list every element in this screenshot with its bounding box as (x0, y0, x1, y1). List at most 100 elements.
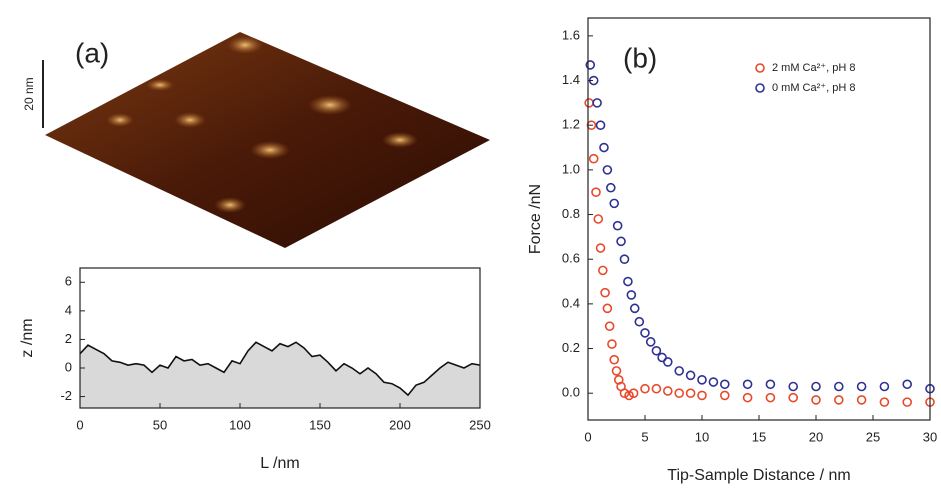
point (879, 381, 890, 392)
point (592, 98, 602, 108)
y-axis-label: z /nm (19, 318, 36, 357)
y-tick-label: 0.4 (562, 295, 580, 310)
point (607, 339, 617, 349)
point (595, 243, 606, 253)
point (719, 379, 730, 390)
point (593, 214, 604, 224)
point (765, 379, 776, 390)
y-tick-label: 2 (65, 331, 72, 346)
x-tick-label: 50 (153, 417, 167, 432)
y-tick-label: 1.0 (562, 161, 580, 176)
point (616, 236, 626, 247)
x-tick-label: 30 (923, 429, 937, 444)
y-tick-label: 0.0 (562, 385, 580, 400)
y-tick-label: 6 (65, 274, 72, 289)
x-tick-label: 0 (76, 417, 83, 432)
y-tick-label: 0.6 (562, 251, 580, 266)
point (612, 220, 623, 231)
point (584, 98, 594, 108)
y-tick-label: 4 (65, 302, 72, 317)
point (609, 354, 620, 365)
legend-marker (755, 63, 765, 73)
point (640, 383, 650, 394)
point (662, 357, 673, 367)
line (79, 341, 481, 397)
panel-label: (b) (623, 42, 657, 73)
x-axis-label: L /nm (260, 455, 299, 472)
x-tick-label: 5 (641, 429, 648, 444)
point (674, 366, 685, 376)
plot-frame (587, 17, 931, 421)
x-tick-label: 200 (389, 417, 411, 432)
x-tick-label: 10 (695, 429, 709, 444)
plot-frame (79, 267, 481, 409)
point (640, 328, 650, 338)
x-tick-label: 100 (229, 417, 251, 432)
point (602, 165, 613, 175)
point (604, 321, 615, 332)
y-tick-label: 1.6 (562, 27, 580, 42)
point (742, 392, 753, 403)
panel-label: (a) (75, 37, 109, 68)
point (879, 397, 890, 407)
y-tick-label: 1.2 (562, 117, 580, 132)
point (651, 345, 662, 356)
point (629, 303, 640, 314)
y-tick-label: 0.8 (562, 206, 580, 221)
point (833, 381, 844, 392)
point (602, 303, 613, 314)
point (708, 377, 719, 387)
point (609, 198, 620, 209)
y-axis-label: Force /nN (527, 184, 544, 254)
x-tick-label: 25 (866, 429, 880, 444)
point (626, 290, 637, 300)
y-tick-label: 0 (65, 359, 72, 374)
point (588, 153, 599, 164)
y-tick-label: 1.4 (562, 72, 580, 87)
legend-label: 0 mM Ca²⁺, pH 8 (772, 82, 855, 94)
legend-label: 2 mM Ca²⁺, pH 8 (772, 62, 855, 74)
point (719, 390, 730, 401)
point (765, 392, 776, 403)
point (833, 395, 844, 405)
y-tick-label: 0.2 (562, 340, 580, 355)
point (697, 390, 707, 401)
point (619, 388, 630, 399)
point (697, 374, 707, 385)
point (605, 182, 616, 193)
x-tick-label: 150 (309, 417, 331, 432)
point (662, 386, 673, 396)
x-axis-label: Tip-Sample Distance / nm (667, 467, 850, 484)
point (811, 381, 821, 392)
point (811, 395, 821, 405)
point (634, 316, 645, 327)
point (628, 388, 639, 399)
point (685, 370, 696, 381)
point (902, 379, 913, 390)
area (80, 342, 480, 408)
x-tick-label: 250 (469, 417, 491, 432)
point (591, 187, 601, 197)
legend-marker (755, 83, 765, 93)
afm-image (45, 32, 490, 248)
point (598, 265, 608, 276)
point (645, 337, 656, 347)
point (611, 366, 622, 376)
scale-bar-label: 20 nm (22, 77, 36, 110)
point (600, 287, 610, 298)
point (902, 397, 913, 407)
point (585, 60, 596, 70)
point (788, 381, 799, 392)
point (651, 383, 662, 394)
x-tick-label: 20 (809, 429, 823, 444)
point (856, 381, 867, 392)
point (742, 379, 753, 390)
point (856, 395, 867, 405)
point (623, 276, 633, 287)
point (788, 392, 799, 403)
point (624, 390, 634, 401)
point (674, 388, 685, 399)
point (595, 120, 606, 130)
point (685, 388, 696, 399)
